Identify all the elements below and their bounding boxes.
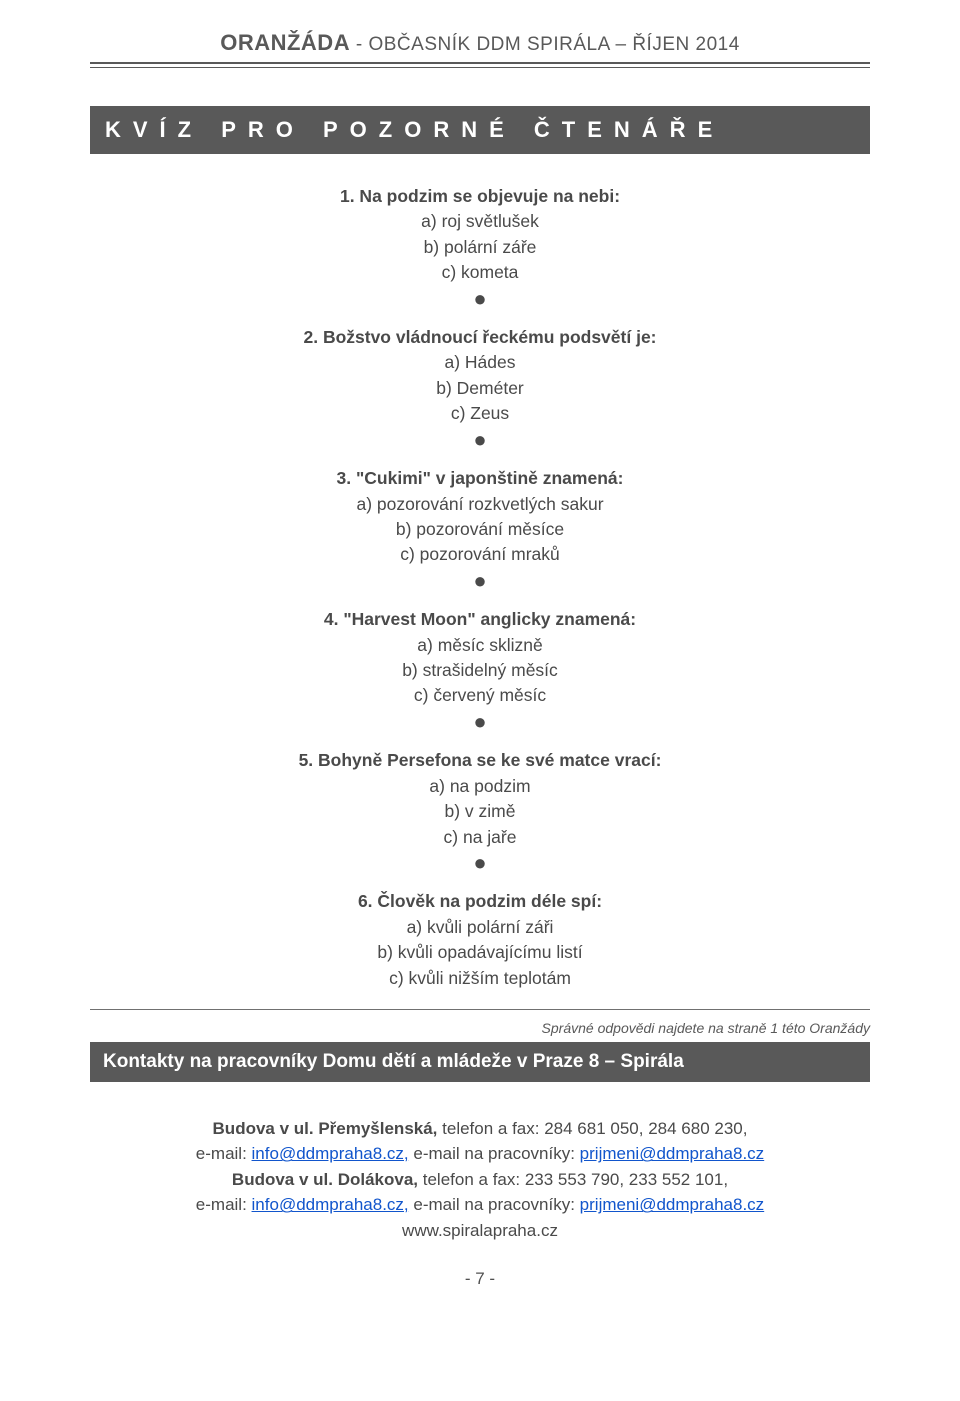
building-1-phone: telefon a fax: 284 681 050, 284 680 230, xyxy=(437,1119,747,1138)
email-prefix: e-mail: xyxy=(196,1144,252,1163)
quiz-body: 1. Na podzim se objevuje na nebi: a) roj… xyxy=(90,184,870,991)
building-2-label: Budova v ul. Dolákova, xyxy=(232,1170,418,1189)
question-text: 6. Člověk na podzim déle spí: xyxy=(90,889,870,914)
quiz-banner: KVÍZ PRO POZORNÉ ČTENÁŘE xyxy=(90,106,870,154)
worker-email-prefix: e-mail na pracovníky: xyxy=(409,1144,580,1163)
bullet-icon: ● xyxy=(90,431,870,449)
header-rule xyxy=(90,62,870,68)
divider xyxy=(90,1009,870,1010)
answer-a: a) na podzim xyxy=(90,774,870,799)
answer-b: b) pozorování měsíce xyxy=(90,517,870,542)
answer-a: a) pozorování rozkvetlých sakur xyxy=(90,492,870,517)
building-2-phone: telefon a fax: 233 553 790, 233 552 101, xyxy=(418,1170,728,1189)
bullet-icon: ● xyxy=(90,572,870,590)
quiz-question: 1. Na podzim se objevuje na nebi: a) roj… xyxy=(90,184,870,307)
question-text: 4. "Harvest Moon" anglicky znamená: xyxy=(90,607,870,632)
answer-c: c) červený měsíc xyxy=(90,683,870,708)
quiz-question: 2. Božstvo vládnoucí řeckému podsvětí je… xyxy=(90,325,870,448)
answer-a: a) roj světlušek xyxy=(90,209,870,234)
email-prefix: e-mail: xyxy=(196,1195,252,1214)
answer-c: c) kometa xyxy=(90,260,870,285)
header-sep: - xyxy=(350,34,368,55)
answer-c: c) pozorování mraků xyxy=(90,542,870,567)
answer-a: a) měsíc sklizně xyxy=(90,633,870,658)
answer-a: a) Hádes xyxy=(90,350,870,375)
answer-b: b) v zimě xyxy=(90,799,870,824)
question-text: 3. "Cukimi" v japonštině znamená: xyxy=(90,466,870,491)
answer-c: c) Zeus xyxy=(90,401,870,426)
question-text: 5. Bohyně Persefona se ke své matce vrac… xyxy=(90,748,870,773)
quiz-question: 3. "Cukimi" v japonštině znamená: a) poz… xyxy=(90,466,870,589)
newsletter-header: ORANŽÁDA - OBČASNÍK DDM SPIRÁLA – ŘÍJEN … xyxy=(90,30,870,62)
quiz-question: 5. Bohyně Persefona se ke své matce vrac… xyxy=(90,748,870,871)
answer-b: b) kvůli opadávajícímu listí xyxy=(90,940,870,965)
worker-email-link[interactable]: prijmeni@ddmpraha8.cz xyxy=(580,1195,765,1214)
building-1-label: Budova v ul. Přemyšlenská, xyxy=(213,1119,438,1138)
answer-c: c) na jaře xyxy=(90,825,870,850)
header-subtitle: OBČASNÍK DDM SPIRÁLA – ŘÍJEN 2014 xyxy=(368,34,739,55)
contacts-banner: Kontakty na pracovníky Domu dětí a mláde… xyxy=(90,1042,870,1082)
quiz-question: 6. Člověk na podzim déle spí: a) kvůli p… xyxy=(90,889,870,991)
bullet-icon: ● xyxy=(90,713,870,731)
answer-a: a) kvůli polární záři xyxy=(90,915,870,940)
brand-name: ORANŽÁDA xyxy=(220,30,350,55)
answer-b: b) polární záře xyxy=(90,235,870,260)
worker-email-prefix: e-mail na pracovníky: xyxy=(409,1195,580,1214)
bullet-icon: ● xyxy=(90,854,870,872)
bullet-icon: ● xyxy=(90,290,870,308)
answer-b: b) strašidelný měsíc xyxy=(90,658,870,683)
answer-b: b) Deméter xyxy=(90,376,870,401)
website: www.spiralapraha.cz xyxy=(90,1218,870,1244)
contacts-block: Budova v ul. Přemyšlenská, telefon a fax… xyxy=(90,1116,870,1244)
question-text: 2. Božstvo vládnoucí řeckému podsvětí je… xyxy=(90,325,870,350)
quiz-question: 4. "Harvest Moon" anglicky znamená: a) m… xyxy=(90,607,870,730)
question-text: 1. Na podzim se objevuje na nebi: xyxy=(90,184,870,209)
worker-email-link[interactable]: prijmeni@ddmpraha8.cz xyxy=(580,1144,765,1163)
page-number: - 7 - xyxy=(90,1269,870,1289)
info-email-link[interactable]: info@ddmpraha8.cz, xyxy=(252,1144,409,1163)
answers-note: Správné odpovědi najdete na straně 1 tét… xyxy=(90,1020,870,1036)
info-email-link[interactable]: info@ddmpraha8.cz, xyxy=(252,1195,409,1214)
answer-c: c) kvůli nižším teplotám xyxy=(90,966,870,991)
